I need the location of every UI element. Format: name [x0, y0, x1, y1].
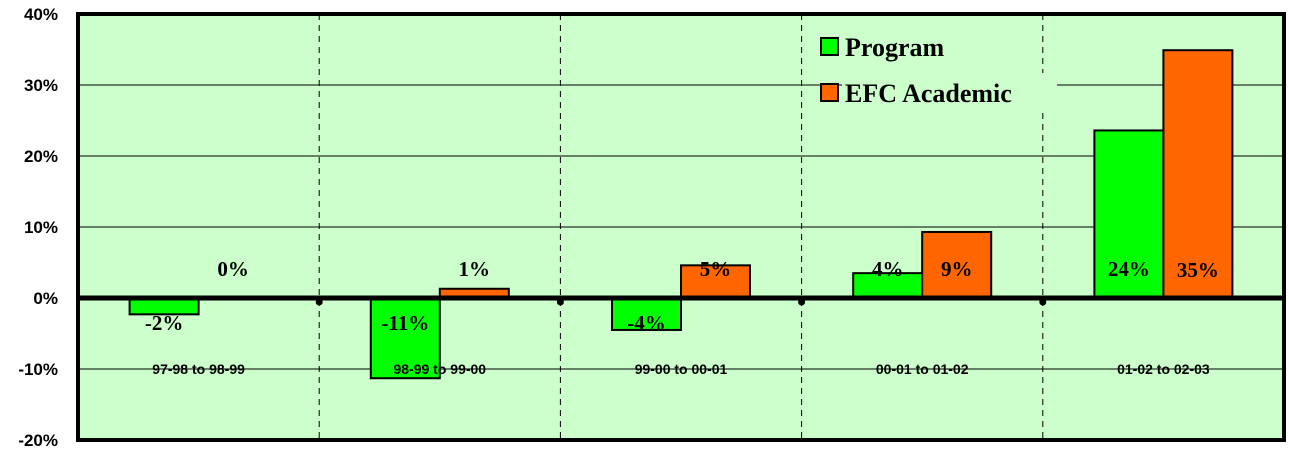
legend-swatch — [820, 37, 839, 56]
legend-swatch — [820, 83, 839, 102]
y-tick-label: 20% — [24, 147, 58, 166]
data-label: 1% — [459, 257, 491, 281]
data-label: -11% — [381, 311, 429, 335]
plot-frame — [76, 12, 1286, 442]
bars — [128, 49, 1234, 380]
data-label: 0% — [217, 257, 249, 281]
axis-tick-dot — [315, 298, 323, 306]
x-category-label: 99-00 to 00-01 — [635, 361, 728, 377]
data-label: 24% — [1108, 257, 1150, 281]
axis-tick-dot — [1039, 298, 1047, 306]
legend-text-background — [842, 27, 987, 65]
data-label: 9% — [941, 257, 973, 281]
x-axis-categories: 97-98 to 98-99 98-99 to 99-00 99-00 to 00-… — [152, 361, 1210, 377]
bar-efc-academic — [921, 230, 993, 299]
plot-area: -2% -11% -4% 4% 24% 0% 1% 5% 9% 35% — [76, 12, 1286, 442]
data-label: 4% — [872, 257, 904, 281]
bar-program — [611, 297, 682, 331]
x-category-label: 97-98 to 98-99 — [152, 361, 245, 377]
y-tick-label: -20% — [18, 431, 58, 450]
x-category-label: 00-01 to 01-02 — [876, 361, 969, 377]
data-label: 5% — [700, 257, 732, 281]
y-tick-label: -10% — [18, 360, 58, 379]
legend-text-background — [842, 73, 1057, 111]
y-tick-label: 0% — [33, 289, 58, 308]
y-axis: 40% 30% 20% 10% 0% -10% -20% — [18, 5, 58, 450]
legend: Program EFC Academic — [820, 27, 1057, 111]
data-label: 35% — [1177, 258, 1219, 282]
axis-tick-dot — [798, 298, 806, 306]
data-label: -4% — [627, 311, 666, 335]
x-category-label: 01-02 to 02-03 — [1117, 361, 1210, 377]
data-labels: -2% -11% -4% 4% 24% 0% 1% 5% 9% 35% — [145, 257, 1219, 335]
legend-label: EFC Academic — [845, 79, 1012, 108]
y-tick-label: 40% — [24, 5, 58, 24]
bar-program — [369, 297, 441, 380]
data-label: -2% — [145, 311, 184, 335]
axis-tick-dot — [556, 298, 564, 306]
y-tick-label: 30% — [24, 76, 58, 95]
x-category-label: 98-99 to 99-00 — [393, 361, 486, 377]
legend-label: Program — [845, 33, 944, 62]
y-tick-label: 10% — [24, 218, 58, 237]
